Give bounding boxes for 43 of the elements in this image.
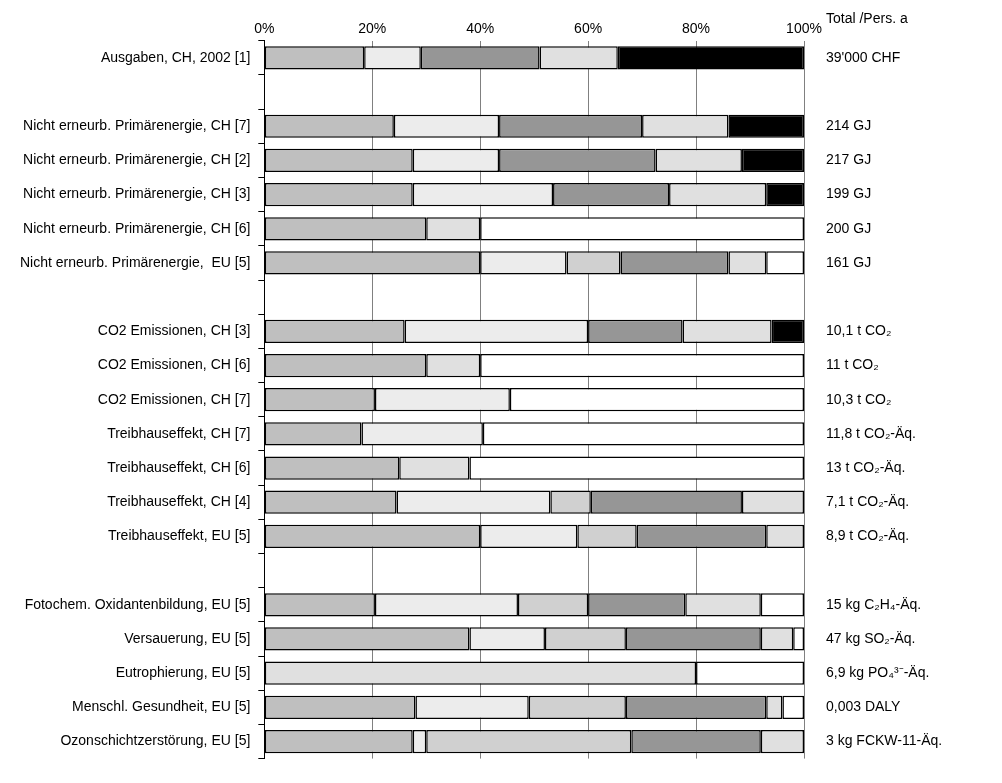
- text: 11,8 t CO₂-Äq.: [826, 424, 916, 441]
- y-tick-label: Nicht erneurb. Primärenergie, CH [7]: [23, 117, 251, 134]
- y-tick-label: Ausgaben, CH, 2002 [1]: [100, 48, 251, 65]
- y-tick-label: Nicht erneurb. Primärenergie, CH [6]: [23, 219, 251, 236]
- text: 10,3 t CO₂: [826, 390, 892, 407]
- x-tick-label: 60%: [574, 20, 603, 37]
- x-tick-label: 80%: [682, 20, 711, 37]
- text: 8,9 t CO₂-Äq.: [826, 527, 910, 544]
- x-tick-label: 0%: [254, 20, 275, 37]
- y-tick-label: Nicht erneurb. Primärenergie, CH [3]: [23, 185, 251, 202]
- x-tick-label: 100%: [786, 20, 822, 37]
- y-tick-label: Versauerung, EU [5]: [124, 629, 251, 646]
- y-tick-label: Treibhauseffekt, CH [6]: [107, 458, 251, 475]
- y-tick-label: Eutrophierung, EU [5]: [115, 664, 251, 681]
- y-tick-label: Treibhauseffekt, EU [5]: [107, 527, 251, 544]
- text: 214 GJ: [826, 117, 872, 134]
- y-tick-label: Nicht erneurb. Primärenergie, CH [2]: [23, 151, 251, 168]
- y-tick-label: Fotochem. Oxidantenbildung, EU [5]: [24, 595, 251, 612]
- text: 39'000 CHF: [826, 48, 901, 65]
- y-tick-label: Ozonschichtzerstörung, EU [5]: [60, 732, 251, 749]
- text: 199 GJ: [826, 185, 872, 202]
- text: 3 kg FCKW-11-Äq.: [826, 732, 943, 749]
- text: 7,1 t CO₂-Äq.: [826, 493, 910, 510]
- y-tick-label: CO2 Emissionen, CH [7]: [97, 390, 251, 407]
- text: 217 GJ: [826, 151, 872, 168]
- text: 15 kg C₂H₄-Äq.: [826, 595, 922, 612]
- x-tick-label: 40%: [466, 20, 495, 37]
- text: 6,9 kg PO₄³⁻-Äq.: [826, 664, 930, 681]
- text: 0,003 DALY: [826, 698, 902, 715]
- x-tick-label: 20%: [358, 20, 387, 37]
- y-tick-label: Menschl. Gesundheit, EU [5]: [72, 698, 251, 715]
- text: 47 kg SO₂-Äq.: [826, 629, 916, 646]
- text: 161 GJ: [826, 253, 872, 270]
- y-tick-label: Treibhauseffekt, CH [4]: [107, 493, 251, 510]
- y-tick-label: Treibhauseffekt, CH [7]: [107, 424, 251, 441]
- y-tick-label: CO2 Emissionen, CH [3]: [97, 322, 251, 339]
- text: 11 t CO₂: [826, 356, 879, 373]
- text: 13 t CO₂-Äq.: [826, 458, 906, 475]
- y-tick-label: Nicht erneurb. Primärenergie, EU [5]: [19, 253, 251, 270]
- y-tick-label: CO2 Emissionen, CH [6]: [97, 356, 251, 373]
- text: Total /Pers. a: [826, 9, 908, 26]
- text: 200 GJ: [826, 219, 872, 236]
- text: 10,1 t CO₂: [826, 322, 892, 339]
